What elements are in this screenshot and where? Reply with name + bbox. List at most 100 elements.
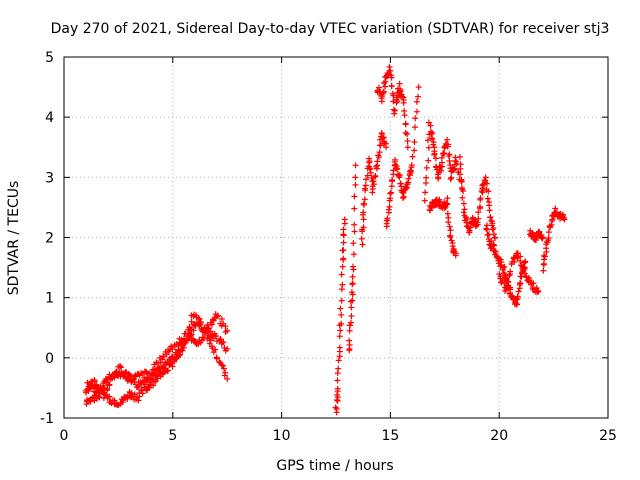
data-point-marker — [346, 347, 353, 354]
data-point-marker — [514, 295, 521, 302]
data-point-marker — [561, 216, 568, 223]
data-point-marker — [185, 326, 192, 333]
data-point-marker — [484, 195, 491, 202]
data-point-marker — [404, 137, 411, 144]
data-point-marker — [160, 364, 167, 371]
data-point-marker — [517, 280, 524, 287]
data-point-marker — [157, 359, 164, 366]
data-point-marker — [406, 168, 413, 175]
data-point-marker — [380, 88, 387, 95]
data-point-marker — [431, 150, 438, 157]
data-point-marker — [474, 219, 481, 226]
data-point-marker — [218, 315, 225, 322]
data-point-marker — [339, 263, 346, 270]
data-point-marker — [220, 365, 227, 372]
data-point-marker — [451, 165, 458, 172]
data-point-marker — [404, 144, 411, 151]
data-point-marker — [401, 112, 408, 119]
data-point-marker — [374, 158, 381, 165]
data-point-marker — [545, 229, 552, 236]
data-point-marker — [361, 201, 368, 208]
data-point-marker — [498, 259, 505, 266]
data-point-marker — [141, 374, 148, 381]
data-point-marker — [507, 289, 514, 296]
data-point-marker — [409, 153, 416, 160]
data-point-marker — [123, 370, 130, 377]
data-point-marker — [396, 80, 403, 87]
data-point-marker — [197, 319, 204, 326]
data-point-marker — [126, 371, 133, 378]
data-point-marker — [505, 278, 512, 285]
data-point-marker — [479, 185, 486, 192]
data-point-marker — [476, 203, 483, 210]
data-point-marker — [501, 263, 508, 270]
data-point-marker — [352, 174, 359, 181]
data-point-marker — [448, 174, 455, 181]
data-point-marker — [338, 311, 345, 318]
data-point-marker — [397, 87, 404, 94]
data-point-marker — [484, 226, 491, 233]
data-point-marker — [460, 209, 467, 216]
data-point-marker — [208, 321, 215, 328]
data-point-marker — [359, 241, 366, 248]
data-point-marker — [335, 365, 342, 372]
chart-title: Day 270 of 2021, Sidereal Day-to-day VTE… — [51, 21, 610, 37]
data-point-marker — [352, 162, 359, 169]
data-point-marker — [190, 327, 197, 334]
data-point-marker — [530, 280, 537, 287]
data-point-marker — [337, 305, 344, 312]
data-point-marker — [388, 189, 395, 196]
data-point-marker — [96, 394, 103, 401]
data-point-marker — [150, 382, 157, 389]
data-point-marker — [333, 405, 340, 412]
data-point-marker — [160, 353, 167, 360]
data-point-marker — [104, 385, 111, 392]
data-point-marker — [540, 267, 547, 274]
data-point-marker — [378, 130, 385, 137]
data-point-marker — [224, 327, 231, 334]
x-tick-label: 25 — [599, 428, 617, 444]
data-point-marker — [535, 288, 542, 295]
data-point-marker — [224, 345, 231, 352]
data-point-marker — [389, 90, 396, 97]
data-point-marker — [335, 357, 342, 364]
data-point-marker — [376, 149, 383, 156]
data-point-marker — [446, 157, 453, 164]
data-point-marker — [413, 98, 420, 105]
y-tick-label: 5 — [45, 50, 54, 66]
data-point-marker — [485, 188, 492, 195]
data-point-marker — [466, 227, 473, 234]
data-point-marker — [361, 196, 368, 203]
data-point-marker — [499, 277, 506, 284]
data-point-marker — [441, 150, 448, 157]
data-point-marker — [340, 226, 347, 233]
data-point-marker — [351, 193, 358, 200]
y-tick-label: -1 — [40, 411, 54, 427]
data-point-marker — [339, 281, 346, 288]
data-point-marker — [222, 323, 229, 330]
data-point-marker — [213, 332, 220, 339]
data-point-marker — [169, 363, 176, 370]
data-point-marker — [108, 400, 115, 407]
data-point-marker — [384, 215, 391, 222]
data-point-marker — [423, 174, 430, 181]
data-point-marker — [212, 346, 219, 353]
data-point-marker — [388, 83, 395, 90]
data-point-marker — [360, 224, 367, 231]
data-point-marker — [373, 163, 380, 170]
data-point-marker — [90, 385, 97, 392]
data-point-marker — [491, 242, 498, 249]
data-point-marker — [348, 304, 355, 311]
data-point-marker — [340, 231, 347, 238]
data-point-marker — [349, 297, 356, 304]
data-point-marker — [425, 144, 432, 151]
data-point-marker — [152, 365, 159, 372]
data-point-marker — [412, 115, 419, 122]
data-point-marker — [435, 174, 442, 181]
data-point-marker — [459, 194, 466, 201]
data-point-marker — [128, 390, 135, 397]
data-point-marker — [482, 174, 489, 181]
data-point-marker — [446, 151, 453, 158]
